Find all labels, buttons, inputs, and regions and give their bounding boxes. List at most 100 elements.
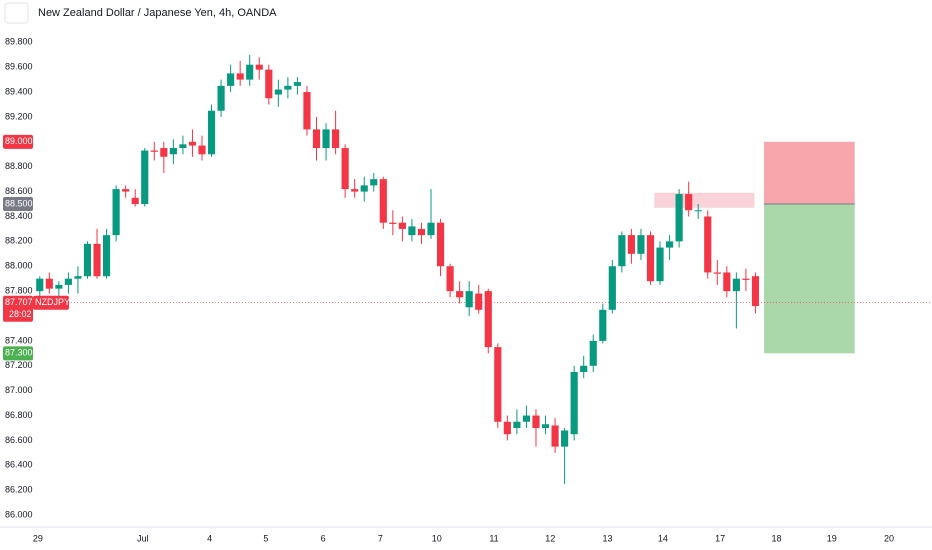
y-tick-label: 87.800 xyxy=(5,286,33,296)
x-tick-label: 20 xyxy=(884,533,894,543)
candle-body xyxy=(608,266,616,310)
candle-body xyxy=(618,235,626,267)
zone xyxy=(654,192,755,208)
y-tick-label: 86.000 xyxy=(5,509,33,519)
entry-label: 88.500 xyxy=(5,198,33,208)
candle-body xyxy=(45,278,53,289)
candle-body xyxy=(713,272,721,274)
x-tick-label: 14 xyxy=(658,533,668,543)
candle-body xyxy=(408,226,416,236)
y-tick-label: 86.400 xyxy=(5,460,33,470)
candle-body xyxy=(360,185,368,192)
candle-body xyxy=(503,421,511,435)
candle-body xyxy=(427,222,435,236)
candle-body xyxy=(456,291,464,298)
candle-body xyxy=(227,73,235,86)
x-tick-label: Jul xyxy=(137,533,149,543)
candle-body xyxy=(666,241,674,248)
entry-badge xyxy=(3,197,33,212)
x-tick-label: 12 xyxy=(545,533,555,543)
candle-body xyxy=(656,247,664,282)
candle-body xyxy=(704,216,712,273)
candle-body xyxy=(379,179,387,223)
candle-body xyxy=(160,148,168,157)
y-tick-label: 87.200 xyxy=(5,360,33,370)
candle-body xyxy=(122,189,130,192)
x-tick-label: 5 xyxy=(263,533,268,543)
target-area xyxy=(764,204,855,354)
candle-body xyxy=(570,371,578,435)
candle-body xyxy=(685,194,693,211)
candle-body xyxy=(513,421,521,428)
x-tick-label: 7 xyxy=(378,533,383,543)
candle-body xyxy=(131,197,139,205)
candle-body xyxy=(522,415,531,422)
candle-body xyxy=(398,222,406,229)
candle-body xyxy=(83,243,92,277)
candle-body xyxy=(188,141,197,146)
candle-body xyxy=(55,284,63,289)
logo-box xyxy=(4,2,29,24)
candle-body xyxy=(207,110,216,155)
y-tick-label: 88.200 xyxy=(5,236,33,246)
stop-area xyxy=(764,141,855,205)
chart-title: New Zealand Dollar / Japanese Yen, 4h, O… xyxy=(38,7,277,19)
candle-body xyxy=(198,145,206,155)
candle-body xyxy=(446,266,454,292)
candle-body xyxy=(646,235,655,282)
candle-body xyxy=(465,291,473,308)
candle-body xyxy=(389,222,397,224)
candle-body xyxy=(246,64,254,80)
candle-body xyxy=(436,222,445,267)
last-price-badge xyxy=(3,295,33,322)
candle-body xyxy=(312,129,321,149)
candle-body xyxy=(255,64,263,70)
x-tick-label: 13 xyxy=(603,533,613,543)
symbol-label: NZDJPY xyxy=(35,297,70,307)
candle-body xyxy=(751,276,760,307)
y-tick-label: 87.400 xyxy=(5,335,33,345)
candle-body xyxy=(723,272,731,292)
candle-body xyxy=(341,148,349,190)
candle-body xyxy=(322,129,330,149)
countdown: 28:02 xyxy=(9,309,32,319)
candle-body xyxy=(36,278,44,292)
y-tick-label: 89.600 xyxy=(5,62,33,72)
candle-body xyxy=(274,89,282,95)
candle-body xyxy=(694,210,702,212)
candle-body xyxy=(561,430,569,447)
candle-body xyxy=(332,129,340,149)
candle-body xyxy=(179,144,187,149)
stop-label: 89.000 xyxy=(5,136,33,146)
candle-body xyxy=(102,235,111,277)
candle-body xyxy=(494,347,502,422)
candle-body xyxy=(370,179,378,186)
candle-body xyxy=(541,424,550,428)
candle-body xyxy=(351,189,359,192)
symbol-badge xyxy=(33,295,69,310)
x-tick-label: 29 xyxy=(33,533,43,543)
x-tick-label: 11 xyxy=(489,533,498,543)
last-price-label: 87.707 xyxy=(5,297,33,307)
candle-body xyxy=(303,92,311,130)
x-tick-label: 17 xyxy=(715,533,725,543)
candle-body xyxy=(484,291,492,348)
y-tick-label: 87.000 xyxy=(5,385,33,395)
y-tick-label: 88.800 xyxy=(5,161,33,171)
x-tick-label: 4 xyxy=(207,533,212,543)
x-tick-label: 6 xyxy=(321,533,326,543)
x-tick-label: 10 xyxy=(432,533,442,543)
candle-body xyxy=(112,189,120,236)
candle-body xyxy=(551,425,559,447)
y-tick-label: 89.800 xyxy=(5,37,33,47)
candle-body xyxy=(93,243,101,277)
stop-badge xyxy=(3,134,33,149)
y-tick-label: 88.000 xyxy=(5,261,33,271)
y-tick-label: 86.600 xyxy=(5,435,33,445)
candle-body xyxy=(599,309,607,341)
candle-body xyxy=(169,148,177,155)
target-label: 87.300 xyxy=(5,348,33,358)
candle-body xyxy=(64,278,72,285)
candle-body xyxy=(417,228,426,236)
